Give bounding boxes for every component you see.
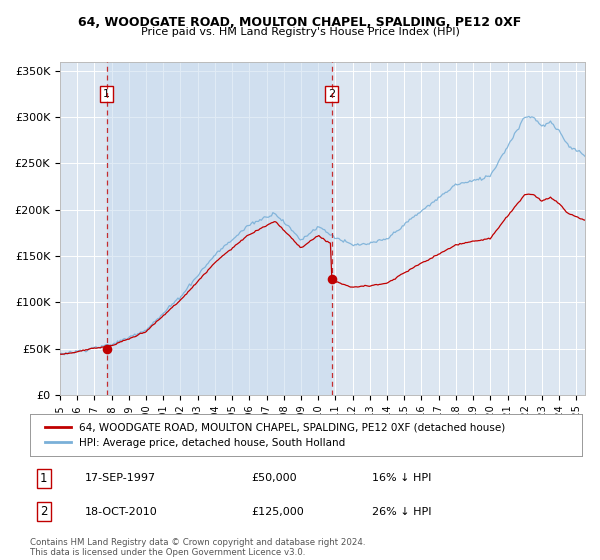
- Text: 18-OCT-2010: 18-OCT-2010: [85, 507, 158, 517]
- Text: 16% ↓ HPI: 16% ↓ HPI: [372, 473, 431, 483]
- Text: 2: 2: [40, 505, 47, 519]
- Point: [327, 274, 337, 283]
- Text: £125,000: £125,000: [251, 507, 304, 517]
- Legend: 64, WOODGATE ROAD, MOULTON CHAPEL, SPALDING, PE12 0XF (detached house), HPI: Ave: 64, WOODGATE ROAD, MOULTON CHAPEL, SPALD…: [41, 419, 509, 452]
- Text: 26% ↓ HPI: 26% ↓ HPI: [372, 507, 432, 517]
- Text: Price paid vs. HM Land Registry's House Price Index (HPI): Price paid vs. HM Land Registry's House …: [140, 27, 460, 37]
- Text: £50,000: £50,000: [251, 473, 296, 483]
- Text: 64, WOODGATE ROAD, MOULTON CHAPEL, SPALDING, PE12 0XF: 64, WOODGATE ROAD, MOULTON CHAPEL, SPALD…: [79, 16, 521, 29]
- Bar: [107, 62, 332, 395]
- Text: 1: 1: [40, 472, 47, 485]
- Text: 1: 1: [103, 89, 110, 99]
- Text: 17-SEP-1997: 17-SEP-1997: [85, 473, 157, 483]
- Text: 2: 2: [328, 89, 335, 99]
- Text: Contains HM Land Registry data © Crown copyright and database right 2024.
This d: Contains HM Land Registry data © Crown c…: [30, 538, 365, 557]
- Point: [102, 344, 112, 353]
